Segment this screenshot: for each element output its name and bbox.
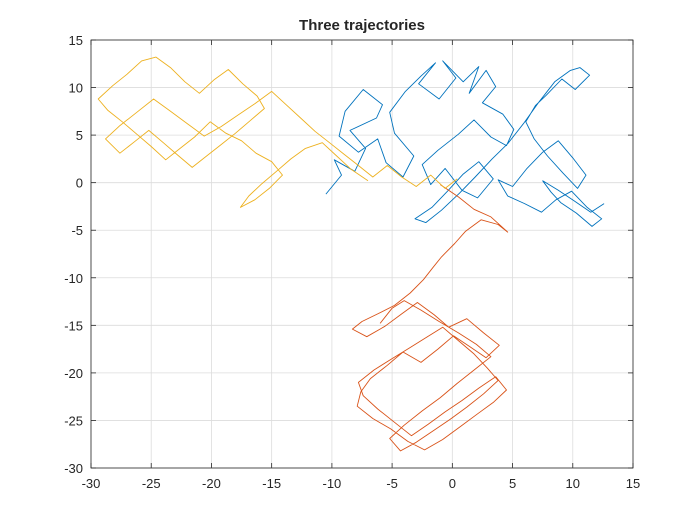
axes-background: [91, 40, 633, 468]
y-tick-label: -20: [64, 366, 83, 381]
y-tick-label: -15: [64, 318, 83, 333]
x-tick-label: 5: [509, 476, 516, 491]
y-tick-label: -5: [71, 223, 83, 238]
y-tick-label: 5: [76, 128, 83, 143]
x-tick-label: -15: [262, 476, 281, 491]
y-tick-label: 0: [76, 176, 83, 191]
chart-title: Three trajectories: [299, 17, 425, 34]
x-tick-label: 10: [566, 476, 580, 491]
y-tick-label: -10: [64, 271, 83, 286]
x-tick-label: -25: [142, 476, 161, 491]
trajectory-3-line: [97, 56, 458, 208]
x-tick-labels: -30 -25 -20 -15 -10 -5 0 5 10 15: [82, 476, 641, 491]
y-tick-label: -25: [64, 413, 83, 428]
y-tick-label: -30: [64, 461, 83, 476]
y-tick-labels: -30 -25 -20 -15 -10 -5 0 5 10 15: [64, 33, 83, 476]
x-tick-label: 15: [626, 476, 640, 491]
trajectory-2-line: [351, 184, 509, 452]
y-tick-label: 15: [69, 33, 83, 48]
x-tick-label: -5: [386, 476, 398, 491]
x-tick-label: 0: [449, 476, 456, 491]
x-tick-label: -20: [202, 476, 221, 491]
x-tick-label: -30: [82, 476, 101, 491]
series-group: [97, 56, 605, 452]
y-tick-label: 10: [69, 81, 83, 96]
trajectory-1-line: [325, 60, 605, 227]
x-tick-label: -10: [322, 476, 341, 491]
axes-box: [90, 39, 634, 469]
